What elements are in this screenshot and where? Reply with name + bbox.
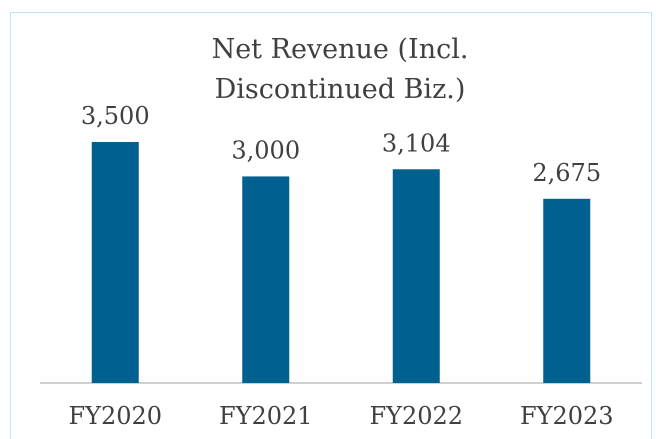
x-tick-label: FY2022 — [369, 402, 463, 430]
bar — [543, 198, 591, 383]
chart-frame — [10, 12, 652, 439]
chart-title: Net Revenue (Incl. Discontinued Biz.) — [211, 34, 469, 105]
x-tick-label: FY2021 — [219, 402, 313, 430]
bar — [392, 169, 440, 383]
data-label: 3,000 — [231, 136, 300, 164]
x-tick-label: FY2020 — [68, 402, 162, 430]
x-tick-label: FY2023 — [520, 402, 614, 430]
data-label: 3,500 — [81, 102, 150, 130]
bar — [242, 176, 290, 383]
data-label: 3,104 — [382, 129, 451, 157]
data-label: 2,675 — [532, 159, 601, 187]
bar — [91, 142, 139, 383]
